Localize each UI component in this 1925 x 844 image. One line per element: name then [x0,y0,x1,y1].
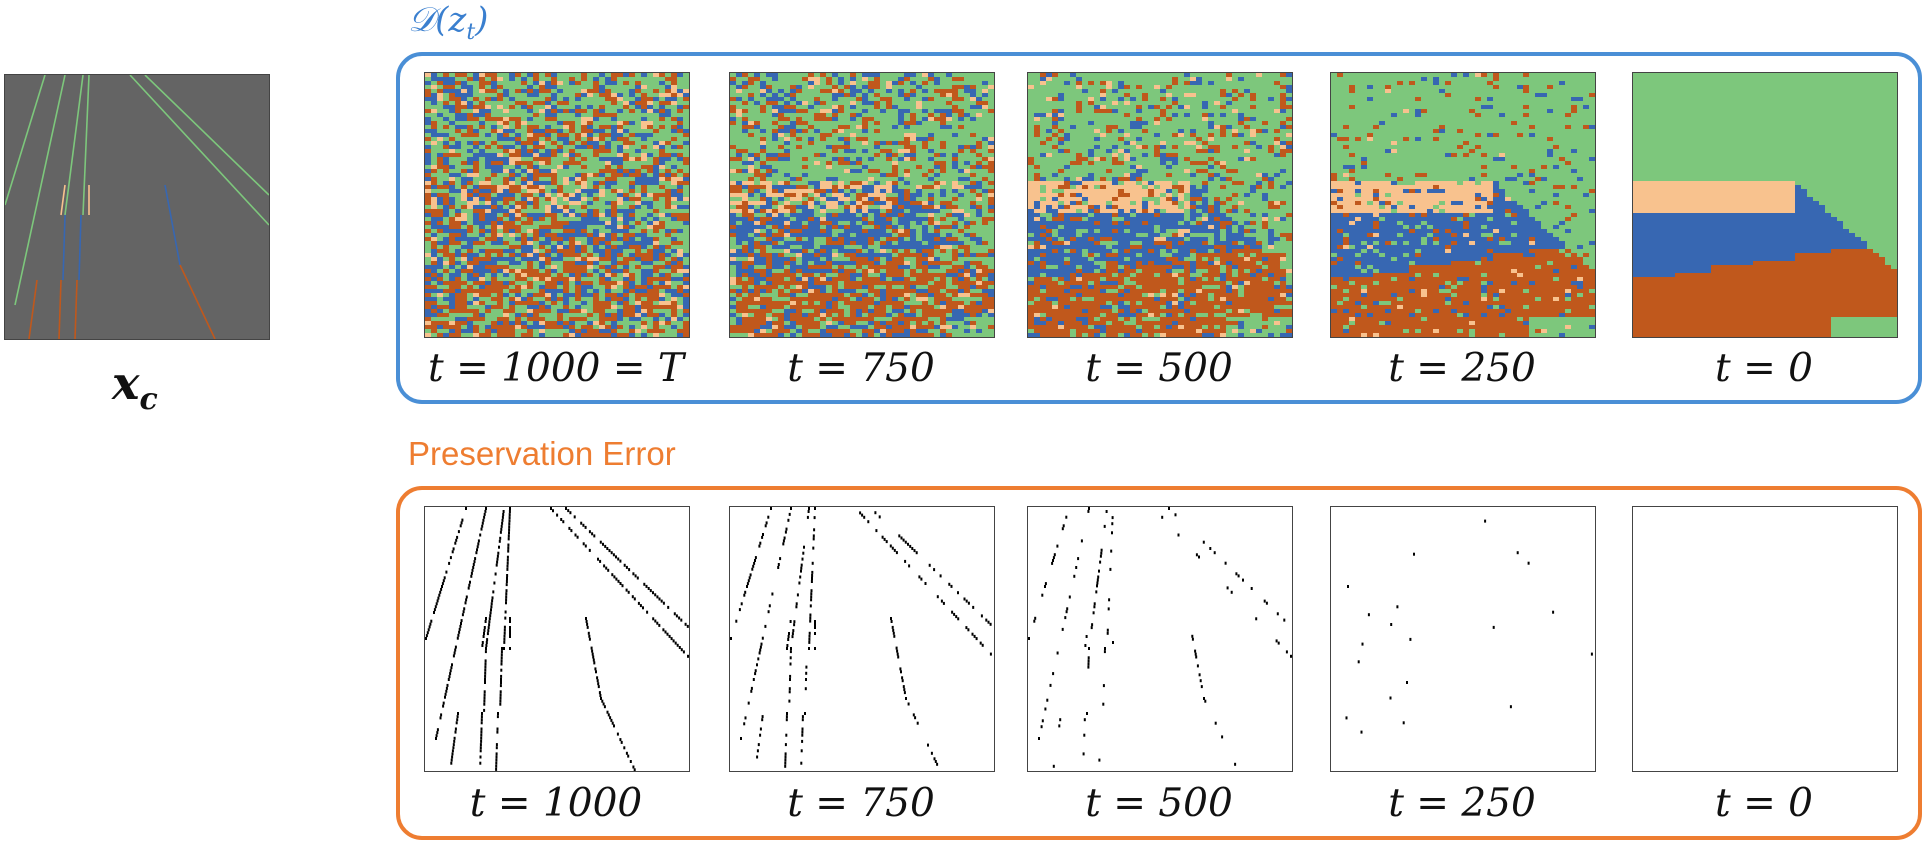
decoded-group-box [396,52,1922,404]
condition-line [179,264,216,339]
condition-line [14,75,66,306]
decoded-map-svg [730,73,994,337]
decoded-caption: t = 250 [1388,346,1536,391]
decoded-caption: t = 500 [1085,346,1233,391]
condition-line [62,214,66,281]
decoded-title-close: ) [475,0,489,40]
condition-line [28,279,38,339]
decoded-panel [729,72,995,338]
decoded-title-main: 𝒟(z [408,0,467,40]
error-caption: t = 750 [787,781,935,826]
condition-line [5,75,46,206]
condition-line [164,184,181,266]
condition-line [64,75,84,216]
error-caption: t = 0 [1715,781,1813,826]
error-group-box [396,486,1922,840]
error-panel [424,506,690,772]
condition-image [4,74,270,340]
condition-line [74,279,78,339]
decoded-panel [1330,72,1596,338]
condition-line [60,184,66,216]
error-caption: t = 500 [1085,781,1233,826]
error-group-title: Preservation Error [408,435,676,472]
error-map-svg [1028,507,1292,771]
error-map-svg [1633,507,1897,771]
decoded-caption: t = 1000 = T [428,346,684,391]
decoded-panel [1632,72,1898,338]
decoded-map-svg [1028,73,1292,337]
condition-label: xc [112,356,158,417]
decoded-map-svg [425,73,689,337]
decoded-title-sub: t [466,19,476,45]
decoded-map-svg [1331,73,1595,337]
decoded-group-title: 𝒟(zt) [408,0,488,45]
condition-label-main: x [112,356,140,410]
decoded-caption: t = 0 [1715,346,1813,391]
error-map-svg [1331,507,1595,771]
condition-line [58,279,62,339]
error-panel [1027,506,1293,772]
error-panel [1330,506,1596,772]
error-panel [729,506,995,772]
error-caption: t = 250 [1388,781,1536,826]
condition-background [5,75,269,339]
decoded-panel [424,72,690,338]
error-panel [1632,506,1898,772]
decoded-map-svg [1633,73,1897,337]
condition-line [144,75,269,196]
condition-label-sub: c [139,382,158,418]
decoded-panel [1027,72,1293,338]
error-map-svg [425,507,689,771]
condition-line [82,75,90,216]
error-caption: t = 1000 [469,781,643,826]
condition-line [129,75,269,226]
decoded-caption: t = 750 [787,346,935,391]
condition-lines-svg [5,75,269,339]
condition-line [78,214,82,281]
error-map-svg [730,507,994,771]
